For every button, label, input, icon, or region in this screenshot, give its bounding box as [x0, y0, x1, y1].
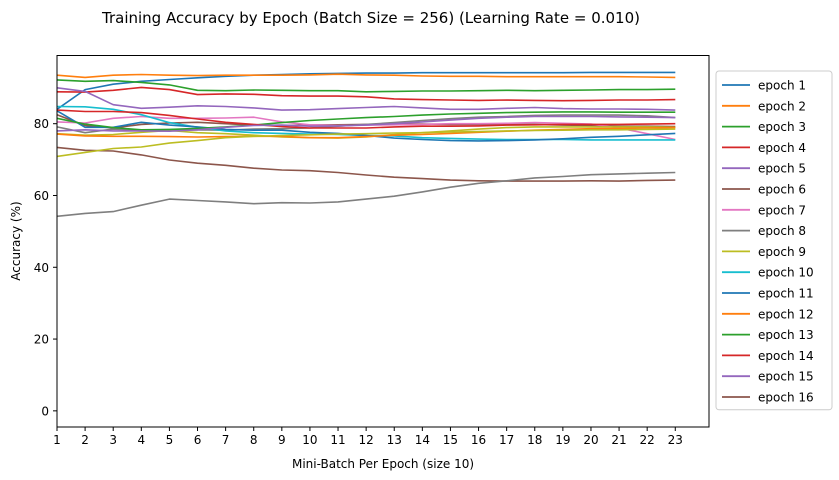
x-tick-label: 20	[583, 433, 598, 447]
legend-box	[715, 70, 833, 411]
y-tick-label: 0	[41, 404, 49, 418]
chart-title: Training Accuracy by Epoch (Batch Size =…	[101, 9, 640, 27]
legend-label: epoch 2	[758, 99, 806, 113]
series-line-1	[56, 71, 676, 110]
y-axis-label: Accuracy (%)	[9, 201, 23, 280]
y-tick-label: 60	[34, 189, 49, 203]
x-tick-label: 16	[471, 433, 486, 447]
x-tick-label: 15	[443, 433, 458, 447]
y-tick-label: 80	[34, 117, 49, 131]
y-tick-label: 40	[34, 261, 49, 275]
x-tick-label: 5	[166, 433, 174, 447]
x-tick-label: 23	[668, 433, 683, 447]
legend-label: epoch 10	[758, 266, 814, 280]
x-tick-label: 3	[109, 433, 117, 447]
plot-lines	[56, 71, 676, 218]
legend-label: epoch 5	[758, 162, 806, 176]
legend-label: epoch 15	[758, 370, 814, 384]
y-axis: 0 20 40 60 80	[34, 117, 57, 418]
series-line-15	[56, 115, 676, 132]
legend-label: epoch 6	[758, 183, 806, 197]
legend-label: epoch 14	[758, 349, 814, 363]
series-line-17	[56, 171, 676, 218]
x-axis-label: Mini-Batch Per Epoch (size 10)	[292, 457, 474, 471]
x-tick-label: 9	[278, 433, 286, 447]
x-tick-label: 14	[415, 433, 430, 447]
legend-label: epoch 16	[758, 391, 814, 405]
x-tick-label: 18	[527, 433, 542, 447]
plot-frame	[56, 55, 710, 428]
legend-label: epoch 8	[758, 224, 806, 238]
legend-label: epoch 3	[758, 120, 806, 134]
x-axis: 1 2 3 4 5 6 7 8 9 10 11 12 13 14 15 16 17 18 19 20 21 22 23	[53, 427, 683, 447]
legend: epoch 1 epoch 2 epoch 3 epoch 4 epoch 5 epoch…	[715, 70, 833, 411]
series-line-3	[56, 79, 676, 93]
x-tick-label: 2	[81, 433, 89, 447]
x-tick-label: 13	[387, 433, 402, 447]
series-line-4	[56, 86, 676, 102]
legend-label: epoch 11	[758, 287, 814, 301]
legend-label: epoch 7	[758, 203, 806, 217]
x-tick-label: 8	[250, 433, 258, 447]
legend-label: epoch 13	[758, 328, 814, 342]
x-tick-label: 19	[555, 433, 570, 447]
series-line-5	[56, 87, 676, 111]
series-line-16	[56, 146, 676, 182]
legend-label: epoch 1	[758, 79, 806, 93]
x-tick-label: 6	[194, 433, 202, 447]
series-line-13	[56, 111, 676, 131]
y-tick-label: 20	[34, 333, 49, 347]
x-tick-label: 4	[137, 433, 145, 447]
x-tick-label: 10	[302, 433, 317, 447]
series-line-11	[56, 110, 676, 142]
x-tick-label: 17	[499, 433, 514, 447]
x-tick-label: 21	[611, 433, 626, 447]
x-tick-label: 1	[53, 433, 61, 447]
series-line-12	[56, 126, 676, 139]
series-line-14	[56, 109, 676, 129]
legend-label: epoch 12	[758, 307, 814, 321]
x-tick-label: 7	[222, 433, 230, 447]
legend-label: epoch 4	[758, 141, 806, 155]
x-tick-label: 11	[330, 433, 345, 447]
series-line-18	[56, 128, 676, 158]
legend-label: epoch 9	[758, 245, 806, 259]
x-tick-label: 12	[358, 433, 373, 447]
x-tick-label: 22	[640, 433, 655, 447]
series-line-2	[56, 73, 676, 79]
